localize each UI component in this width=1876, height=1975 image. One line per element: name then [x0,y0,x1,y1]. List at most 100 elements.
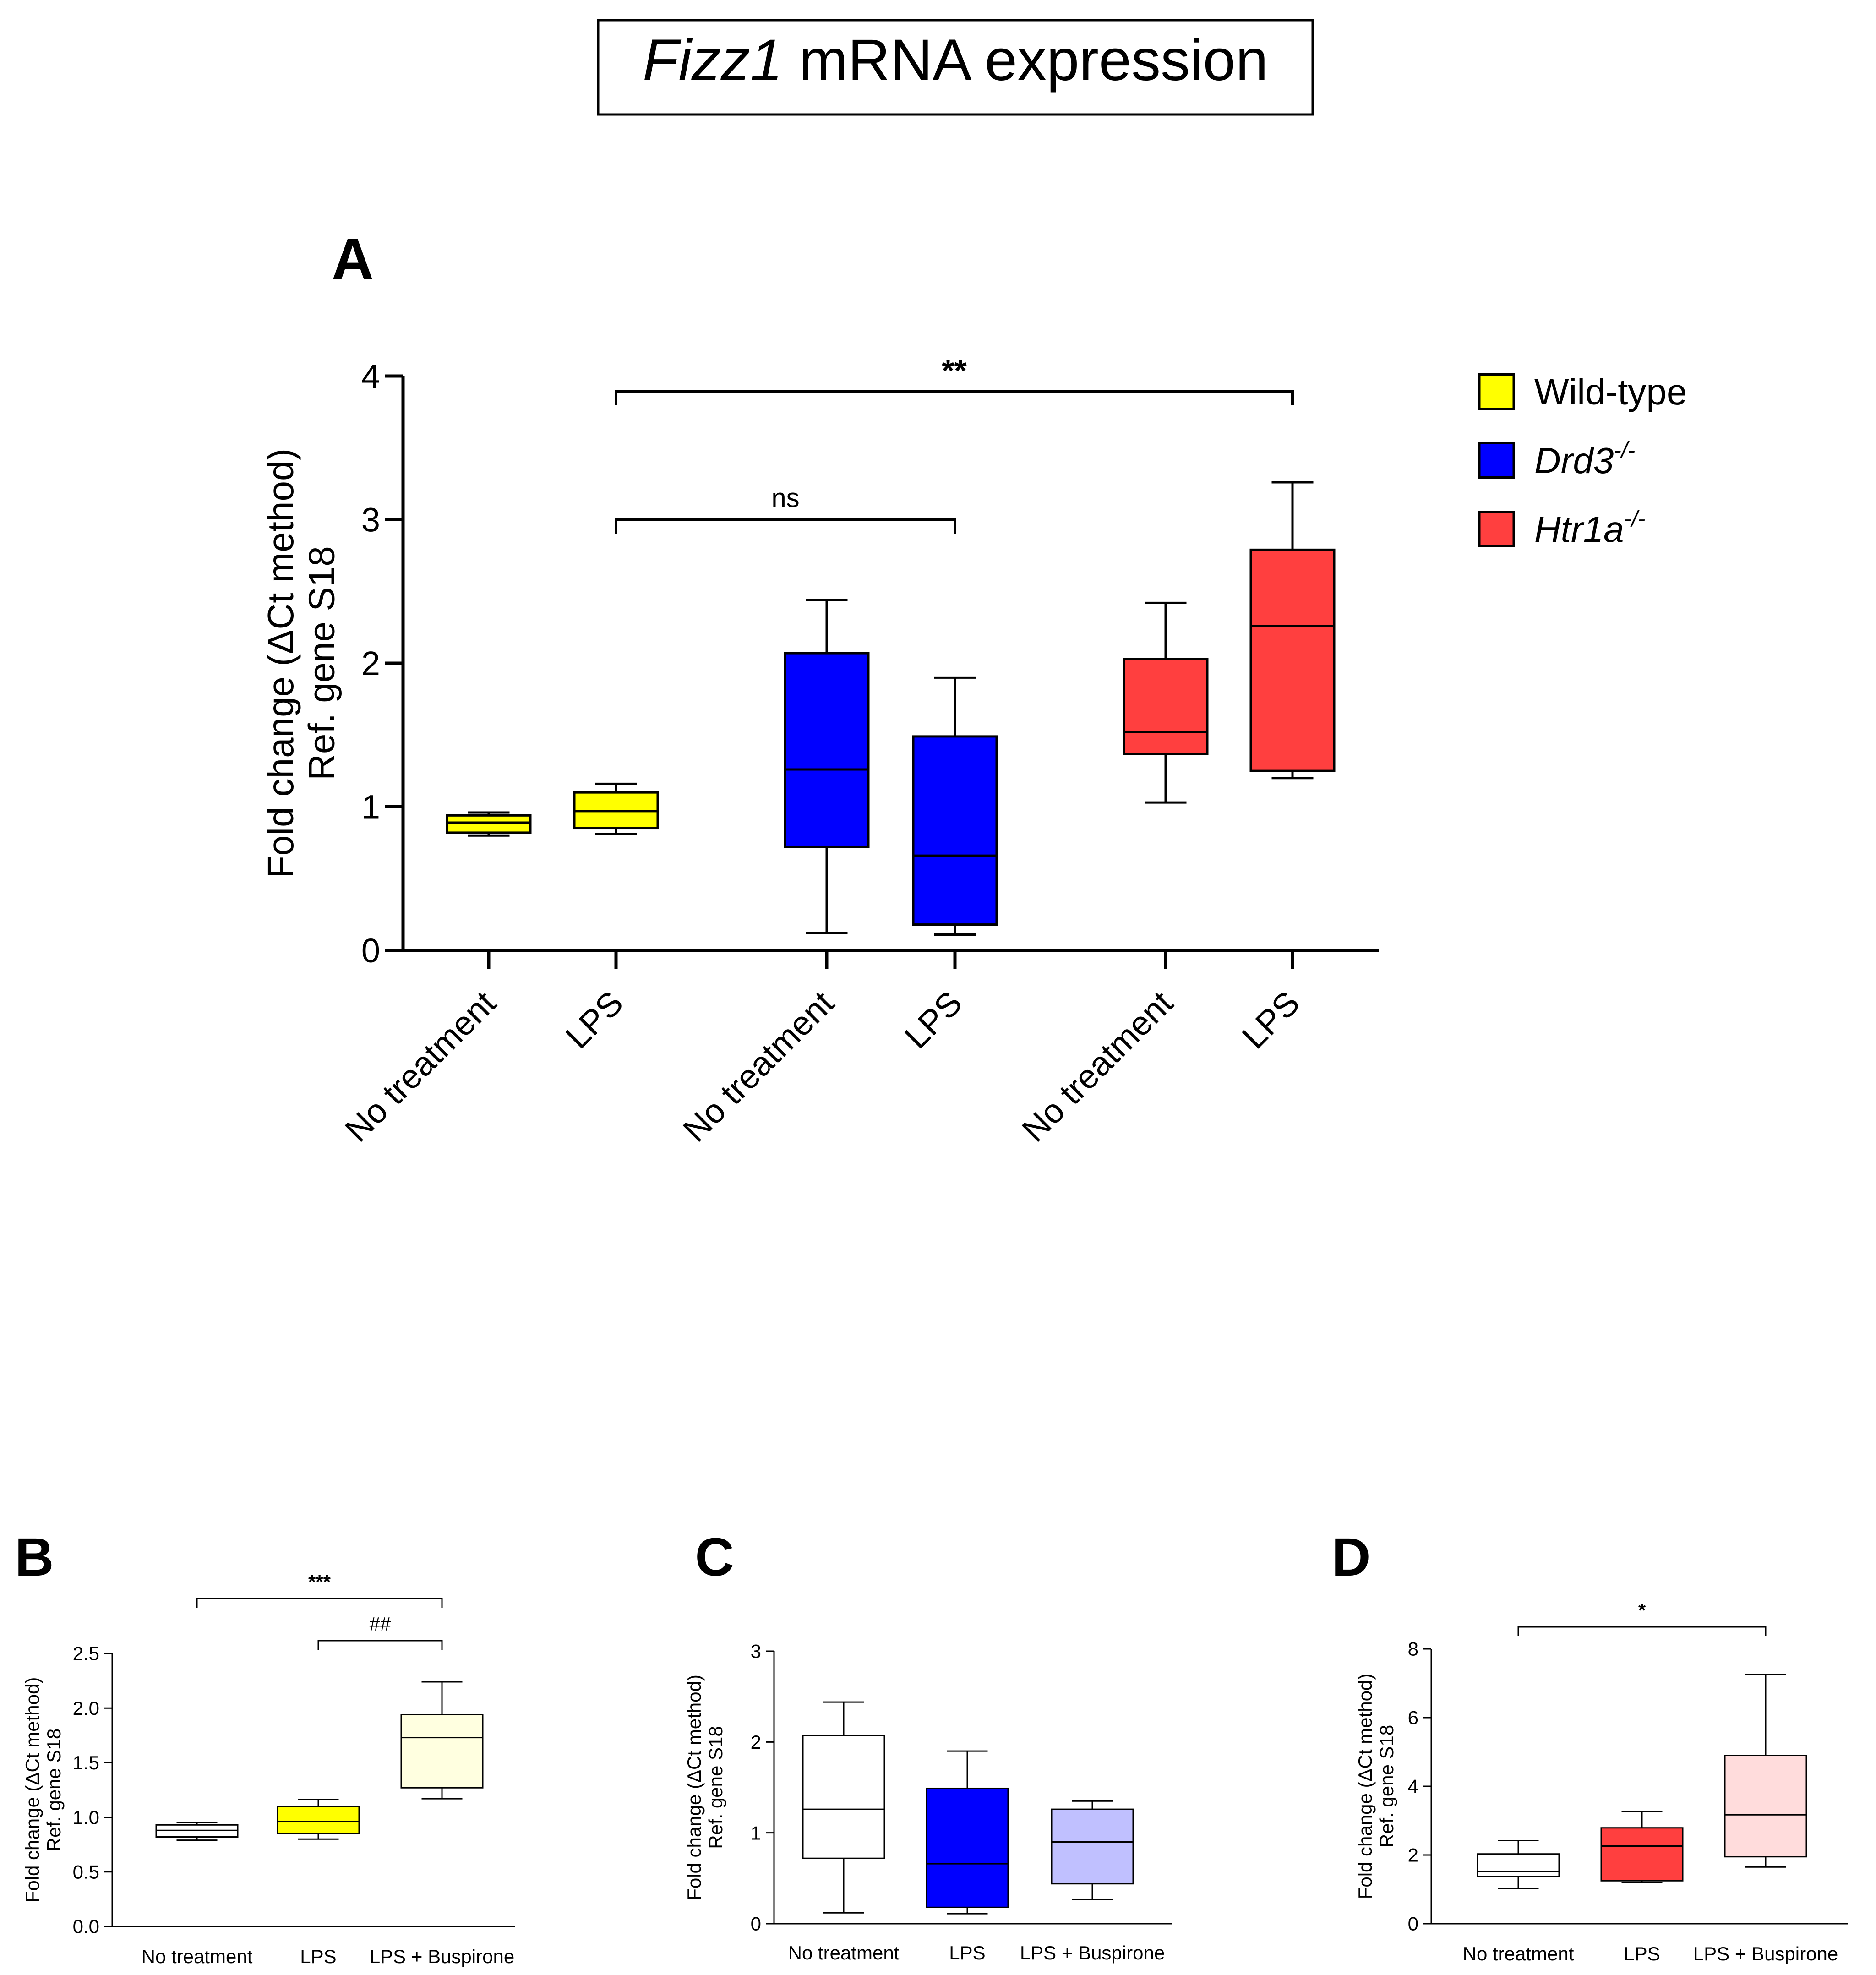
legend-swatch [1478,511,1515,547]
box-iqr [784,652,870,848]
panel-letter: A [332,227,374,292]
y-axis-label: Fold change (ΔCt method)Ref. gene S18 [260,448,342,878]
y-tick-label: 0 [751,1913,761,1935]
box-iqr [926,1787,1009,1908]
significance-label: * [1638,1599,1646,1621]
y-tick-label: 8 [1408,1638,1418,1660]
y-tick-label: 0.5 [73,1861,99,1883]
legend-label-superscript: -/- [1624,506,1646,531]
x-tick-label: LPS [949,1942,985,1964]
legend-label-name: Htr1a [1534,509,1624,550]
figure-title: Fizz1 mRNA expression [597,19,1314,116]
significance-label: ns [771,483,799,513]
panel-letter: D [1331,1527,1370,1588]
significance-label: *** [308,1571,331,1593]
legend-swatch [1478,442,1515,479]
box-iqr [1249,548,1336,772]
y-axis-label-line1: Fold change (ΔCt method) [1354,1674,1376,1899]
legend-label-name: Drd3 [1534,440,1614,481]
y-axis-label-line1: Fold change (ΔCt method) [260,448,301,878]
significance-bracket: ## [317,1613,443,1650]
y-tick-label: 1 [751,1822,761,1844]
y-axis-label: Fold change (ΔCt method)Ref. gene S18 [22,1677,65,1903]
legend-label: Wild-type [1534,371,1687,412]
y-axis-label-line2: Ref. gene S18 [43,1729,65,1852]
y-axis-label-line1: Fold change (ΔCt method) [683,1675,705,1900]
y-axis-label: Fold change (ΔCt method)Ref. gene S18 [1354,1674,1397,1899]
y-tick-label: 2 [751,1731,761,1753]
y-tick-label: 2.0 [73,1697,99,1719]
legend-label: Htr1a-/- [1534,506,1645,550]
box-iqr [277,1806,360,1834]
box-iqr [1724,1755,1807,1858]
y-tick-label: 0 [361,932,380,970]
y-tick-label: 2 [1408,1844,1418,1866]
box-iqr [912,735,998,926]
box-iqr [1600,1827,1684,1882]
box-1 [802,1701,885,1914]
title-gene: Fizz1 [643,27,783,93]
box-2 [277,1799,360,1840]
y-tick-label: 2 [361,644,380,682]
x-tick-label: No treatment [788,1942,900,1964]
y-tick-label: 6 [1408,1707,1418,1729]
legend-label: Drd3-/- [1534,437,1635,481]
axes [385,374,1379,969]
x-tick-label: LPS + Buspirone [1693,1943,1838,1964]
x-tick-label: LPS + Buspirone [370,1946,514,1967]
panel-d: D 0 2 4 6 8 Fold change (ΔCt method)Ref. gene … [1331,1527,1848,1964]
y-tick-label: 3 [751,1641,761,1662]
box-iqr [802,1735,885,1859]
box-3 [784,599,870,934]
title-text: Fizz1 mRNA expression [643,27,1268,93]
significance-bracket: * [1517,1599,1767,1636]
y-tick-label: 4 [361,357,380,395]
box-2 [1600,1811,1684,1883]
box-1 [155,1822,239,1841]
panel-letter: B [15,1527,54,1588]
y-tick-label: 0.0 [73,1916,99,1937]
bracket-line [615,518,956,534]
x-tick-label: No treatment [1463,1943,1574,1964]
axes [766,1650,1172,1925]
y-tick-label: 4 [1408,1776,1418,1797]
y-axis-label-line2: Ref. gene S18 [1376,1725,1397,1848]
x-tick-label: LPS + Buspirone [1020,1942,1165,1964]
box-6 [1249,481,1336,780]
y-axis-label-line2: Ref. gene S18 [705,1726,726,1849]
y-tick-label: 2.5 [73,1643,99,1664]
box-iqr [1123,658,1209,755]
box-4 [912,676,998,936]
legend-swatch [1478,373,1515,410]
bracket-line [615,390,1294,405]
panel-a: A 0 1 2 3 4 Fold change (ΔCt method)Ref. gene … [260,227,1687,1149]
significance-label: ## [370,1613,391,1635]
y-axis-label-line2: Ref. gene S18 [301,546,342,780]
x-tick-label: LPS [897,984,970,1056]
panel-b: B 0.0 0.5 1.0 1.5 2.0 2.5 Fold change (ΔCt meth… [15,1527,515,1967]
significance-bracket: ** [615,353,1294,405]
significance-bracket: *** [196,1571,443,1608]
x-tick-label: No treatment [1014,983,1180,1149]
panel-c: C 0 1 2 3 Fold change (ΔCt method)Ref. gene S… [683,1527,1172,1964]
box-1 [1477,1840,1560,1889]
y-tick-label: 1.0 [73,1806,99,1828]
box-2 [926,1750,1009,1915]
bracket-line [1517,1626,1767,1636]
title-rest: mRNA expression [783,27,1268,93]
x-tick-label: No treatment [676,983,841,1149]
x-tick-label: LPS [558,984,631,1056]
box-2 [573,782,659,835]
bracket-line [317,1640,443,1650]
y-tick-label: 0 [1408,1913,1418,1935]
box-5 [1123,601,1209,804]
legend-item: Drd3-/- [1478,437,1635,481]
x-tick-label: LPS [1624,1943,1660,1964]
box-iqr [400,1714,484,1789]
box-3 [400,1681,484,1800]
bracket-line [196,1598,443,1608]
axes [1423,1648,1848,1925]
significance-bracket: ns [615,483,956,534]
